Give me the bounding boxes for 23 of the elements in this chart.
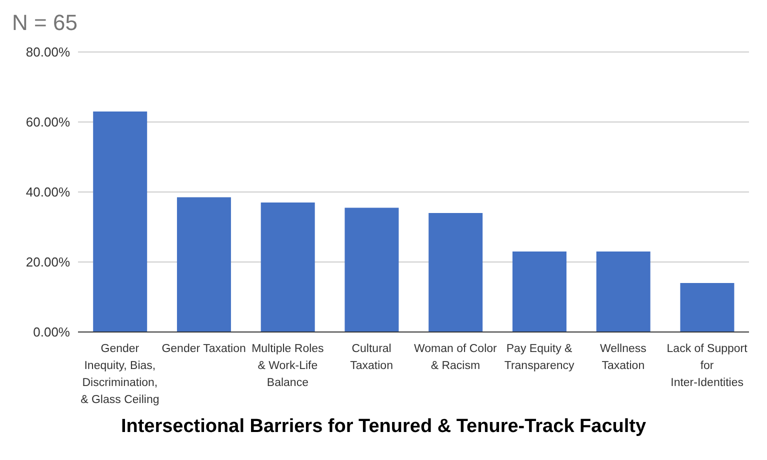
x-tick-label: Gender Taxation [162, 343, 246, 355]
x-tick-label: Gender Inequity, Bias, Discrimination, & Glass Ceiling [80, 343, 160, 406]
x-tick-label: Cultural Taxation [350, 343, 393, 372]
x-tick-label: Woman of Color & Racism [414, 343, 498, 372]
bar [176, 197, 231, 332]
y-tick-label: 80.00% [26, 44, 70, 60]
y-tick-label: 20.00% [26, 254, 70, 270]
bar [260, 202, 315, 332]
chart-subtitle: N = 65 [12, 10, 78, 36]
bar [512, 252, 566, 332]
bar [680, 283, 734, 332]
bar [596, 252, 650, 332]
x-tick-label: Multiple Roles & Work-Life Balance [252, 343, 324, 389]
text: Intersectional Barriers for Tenured & Tenure-Track Faculty [120, 416, 648, 438]
y-tick-label: 0.00% [33, 324, 70, 340]
bar [344, 208, 399, 332]
bar [93, 112, 148, 332]
x-tick-label: Pay Equity & Transparency [504, 343, 574, 372]
x-tick-label: Lack of Support for Inter-Identities [666, 343, 748, 389]
x-tick-label: Wellness Taxation [600, 343, 647, 372]
y-tick-label: 60.00% [26, 114, 70, 130]
bar [428, 213, 483, 332]
y-tick-label: 40.00% [26, 184, 70, 200]
